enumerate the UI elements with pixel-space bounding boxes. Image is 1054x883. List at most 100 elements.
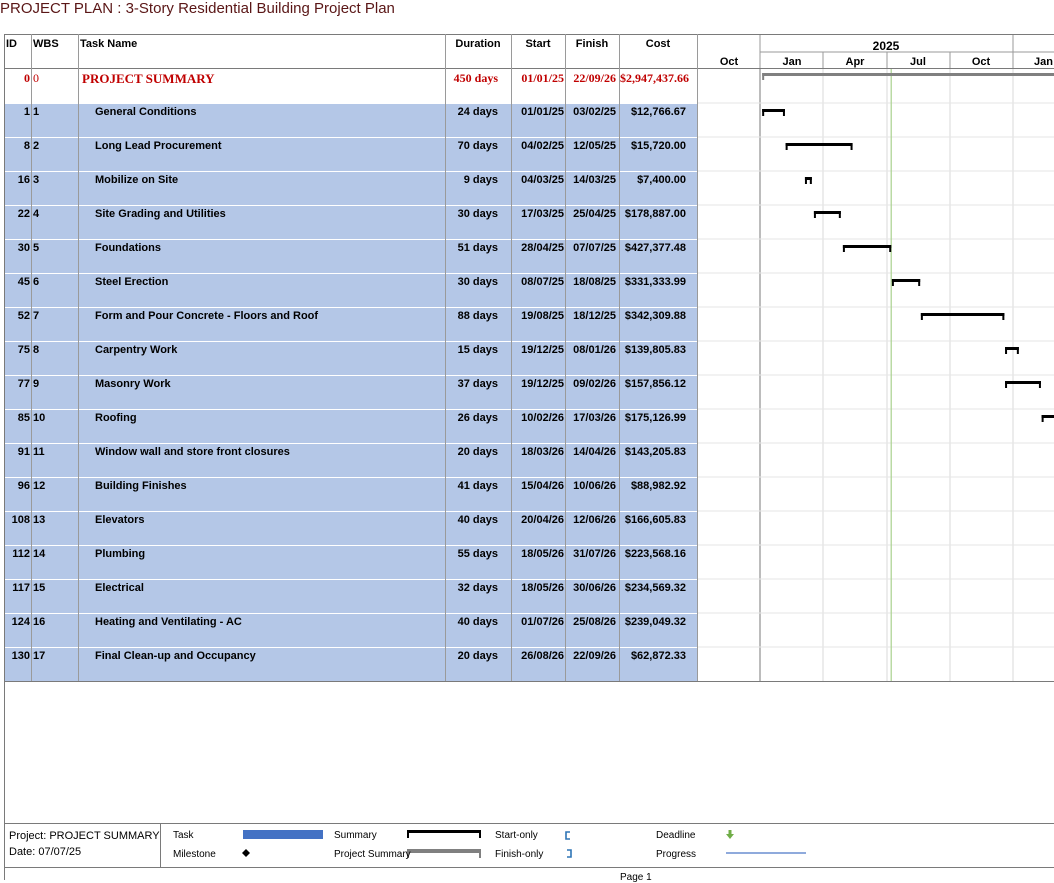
cell-duration: 37 days (457, 378, 498, 390)
cell-wbs: 4 (33, 208, 40, 220)
cell-id: 108 (11, 514, 30, 526)
column-separator (697, 34, 698, 681)
legend-milestone-label: Milestone (173, 849, 216, 860)
summary-bar-start-tick (920, 313, 923, 320)
summary-bar-end-tick (850, 143, 853, 150)
cell-id: 1 (23, 106, 30, 118)
cell-cost: $7,400.00 (637, 174, 686, 186)
row-background (5, 477, 697, 511)
legend-progress-line (726, 852, 806, 854)
row-separator (5, 307, 697, 308)
timescale-month-oct-2: Oct (971, 56, 991, 68)
cell-task-name: PROJECT SUMMARY (82, 71, 215, 86)
summary-bar-start-tick (891, 279, 894, 286)
cell-start: 18/05/26 (521, 548, 564, 560)
col-header-task-name: Task Name (80, 38, 138, 50)
row-separator (5, 545, 697, 546)
cell-start: 19/12/25 (521, 344, 564, 356)
cell-wbs: 6 (33, 276, 40, 288)
cell-cost: $234,569.32 (624, 582, 686, 594)
cell-cost: $178,887.00 (624, 208, 686, 220)
row-separator (5, 103, 697, 104)
summary-bar-start-tick (1005, 347, 1008, 354)
cell-finish: 12/05/25 (573, 140, 616, 152)
cell-task-name: Masonry Work (95, 378, 171, 390)
cell-start: 01/07/26 (521, 616, 564, 628)
legend-finish-only-label: Finish-only (495, 849, 544, 860)
cell-finish: 10/06/26 (573, 480, 616, 492)
row-separator (5, 375, 697, 376)
legend-summary-start-tick (407, 830, 409, 838)
cell-id: 85 (17, 412, 30, 424)
row-separator (5, 477, 697, 478)
cell-duration: 30 days (457, 276, 498, 288)
cell-finish: 18/08/25 (573, 276, 616, 288)
column-separator (511, 34, 512, 681)
cell-task-name: Window wall and store front closures (95, 446, 290, 458)
cell-wbs: 10 (33, 412, 46, 424)
summary-bar-end-tick (838, 211, 841, 218)
cell-wbs: 12 (33, 480, 46, 492)
cell-finish: 07/07/25 (573, 242, 616, 254)
cell-wbs: 2 (33, 140, 40, 152)
cell-finish: 25/04/25 (573, 208, 616, 220)
timescale-month-jan-2: Jan (1034, 56, 1053, 68)
cell-finish: 25/08/26 (573, 616, 616, 628)
cell-duration: 20 days (457, 650, 498, 662)
cell-start: 20/04/26 (521, 514, 564, 526)
legend-finish-only-icon (567, 849, 572, 858)
summary-bar (785, 143, 853, 146)
cell-wbs: 13 (33, 514, 46, 526)
row-background (5, 409, 697, 443)
cell-duration: 55 days (457, 548, 498, 560)
row-background (5, 307, 697, 341)
footer-divider (160, 823, 161, 867)
legend-summary-label: Summary (334, 830, 377, 841)
cell-cost: $427,377.48 (624, 242, 686, 254)
cell-start: 04/02/25 (521, 140, 564, 152)
cell-task-name: Site Grading and Utilities (95, 208, 226, 220)
cell-cost: $175,126.99 (624, 412, 686, 424)
column-separator (565, 34, 566, 681)
legend-project-summary-bar (407, 849, 481, 853)
frame-top-line (4, 34, 1054, 35)
cell-duration: 20 days (457, 446, 498, 458)
cell-task-name: Carpentry Work (95, 344, 178, 356)
cell-cost: $15,720.00 (630, 140, 686, 152)
summary-bar-end-tick (918, 279, 921, 286)
cell-task-name: Steel Erection (95, 276, 169, 288)
cell-wbs: 5 (33, 242, 40, 254)
cell-wbs: 16 (33, 616, 46, 628)
cell-start: 18/05/26 (521, 582, 564, 594)
cell-duration: 9 days (463, 174, 498, 186)
column-separator (619, 34, 620, 681)
column-separator (31, 34, 32, 681)
project-summary-bar-start-tick (762, 73, 765, 80)
cell-id: 112 (12, 548, 30, 560)
cell-task-name: Foundations (95, 242, 161, 254)
row-separator (5, 647, 697, 648)
row-separator (5, 205, 697, 206)
cell-id: 96 (17, 480, 30, 492)
row-separator (5, 443, 697, 444)
cell-cost: $12,766.67 (630, 106, 686, 118)
cell-id: 77 (17, 378, 30, 390)
legend-project-summary-end-tick (479, 849, 481, 858)
summary-bar (1041, 415, 1054, 418)
legend-summary-end-tick (479, 830, 481, 838)
header-bottom-line (4, 68, 1054, 69)
legend-task-label: Task (173, 830, 194, 841)
cell-finish: 14/03/25 (573, 174, 616, 186)
cell-task-name: Long Lead Procurement (95, 140, 222, 152)
row-background (5, 613, 697, 647)
cell-duration: 450 days (453, 71, 498, 85)
summary-bar-end-tick (1038, 381, 1041, 388)
summary-bar (813, 211, 841, 214)
project-summary-bar (762, 73, 1054, 76)
cell-id: 16 (17, 174, 30, 186)
col-header-cost: Cost (645, 38, 671, 50)
cell-finish: 08/01/26 (573, 344, 616, 356)
row-separator (5, 409, 697, 410)
row-background (5, 545, 697, 579)
cell-task-name: Plumbing (95, 548, 146, 560)
